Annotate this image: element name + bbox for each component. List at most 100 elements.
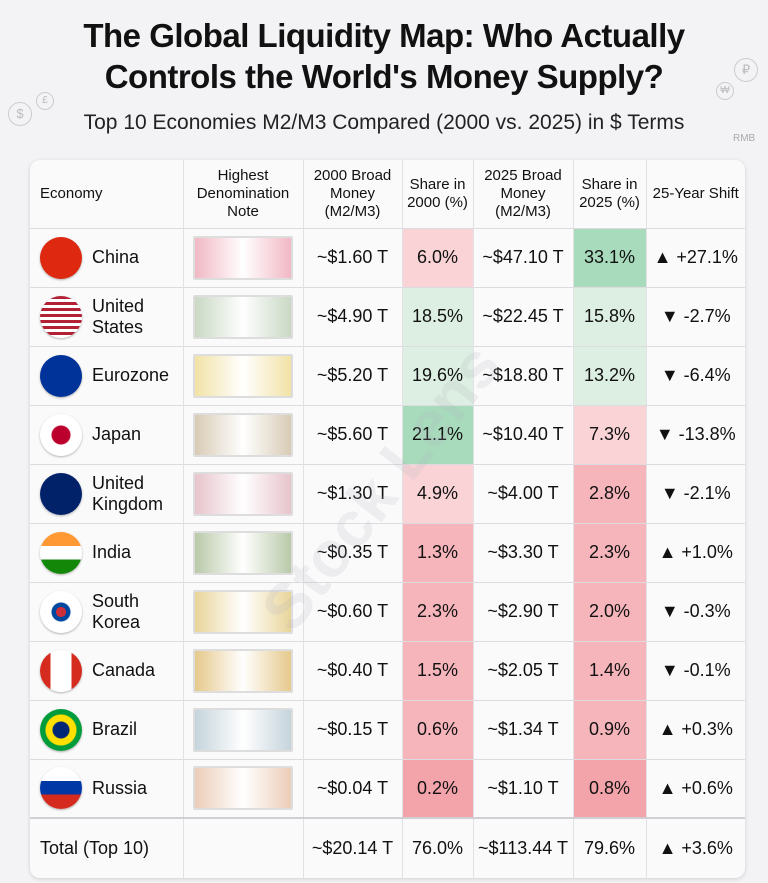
share-2000: 1.3% [402,522,474,582]
economy-cell: Eurozone [30,345,184,405]
money-2000: ~$0.04 T [303,758,403,818]
shift-value: ▼ -2.1% [646,463,745,523]
header-economy: Economy [30,160,184,228]
header-note: Highest Denomination Note [183,160,304,228]
rmb-label: RMB [733,133,756,144]
economy-name: South Korea [92,590,141,632]
total-label: Total (Top 10) [30,817,184,878]
header-2025-share: Share in 2025 (%) [573,160,647,228]
total-share-2025: 79.6% [573,817,647,878]
header-2000-money: 2000 Broad Money (M2/M3) [303,160,403,228]
money-2025: ~$22.45 T [473,286,574,346]
table-row: India ~$0.35 T 1.3% ~$3.30 T 2.3% ▲ +1.0… [30,522,745,582]
economy-cell: United Kingdom [30,463,184,523]
economy-cell: United States [30,286,184,346]
banknote-image [193,589,293,634]
money-2025: ~$18.80 T [473,345,574,405]
economy-name: United Kingdom [92,472,164,514]
shift-value: ▲ +0.3% [646,699,745,759]
share-2025: 2.3% [573,522,647,582]
share-2000: 0.6% [402,699,474,759]
economy-name: China [92,247,140,267]
table-row: United States ~$4.90 T 18.5% ~$22.45 T 1… [30,286,745,346]
dollar-coin-icon: $ [8,102,32,126]
header-row: Economy Highest Denomination Note 2000 B… [30,160,745,228]
money-2025: ~$3.30 T [473,522,574,582]
flag-icon [40,708,82,751]
share-2000: 18.5% [402,286,474,346]
money-2000: ~$1.30 T [303,463,403,523]
economy-cell: Japan [30,404,184,464]
share-2000: 19.6% [402,345,474,405]
ruble-coin-icon: ₽ [734,58,758,82]
note-cell [183,758,304,818]
banknote-image [193,707,293,752]
banknote-image [193,412,293,457]
share-2025: 2.8% [573,463,647,523]
header-shift: 25-Year Shift [652,184,739,202]
money-2025: ~$2.90 T [473,581,574,641]
flag-icon [40,649,82,692]
header-2025-money: 2025 Broad Money (M2/M3) [473,160,574,228]
flag-icon [40,590,82,633]
share-2025: 0.9% [573,699,647,759]
share-2025: 15.8% [573,286,647,346]
money-2025: ~$1.10 T [473,758,574,818]
banknote-image [193,294,293,339]
money-2025: ~$47.10 T [473,227,574,287]
money-2025: ~$1.34 T [473,699,574,759]
flag-icon [40,767,82,810]
flag-icon [40,354,82,397]
won-coin-icon: ₩ [716,82,734,100]
share-2025: 13.2% [573,345,647,405]
note-cell [183,345,304,405]
shift-value: ▼ -6.4% [646,345,745,405]
note-cell [183,699,304,759]
share-2000: 6.0% [402,227,474,287]
money-2025: ~$10.40 T [473,404,574,464]
note-cell [183,522,304,582]
flag-icon [40,472,82,515]
shift-value: ▼ -2.7% [646,286,745,346]
economy-name: Canada [92,660,156,680]
total-shift: ▲ +3.6% [646,817,745,878]
economy-cell: Brazil [30,699,184,759]
share-2000: 1.5% [402,640,474,700]
money-2000: ~$0.15 T [303,699,403,759]
shift-value: ▲ +27.1% [646,227,745,287]
header-2000-share: Share in 2000 (%) [402,160,474,228]
share-2025: 7.3% [573,404,647,464]
note-cell [183,404,304,464]
money-2025: ~$2.05 T [473,640,574,700]
banknote-image [193,766,293,811]
economy-cell: Canada [30,640,184,700]
money-2000: ~$0.40 T [303,640,403,700]
economy-cell: Russia [30,758,184,818]
total-money-2025: ~$113.44 T [473,817,574,878]
share-2025: 1.4% [573,640,647,700]
shift-value: ▼ -13.8% [646,404,745,464]
banknote-image [193,353,293,398]
title-line-1: The Global Liquidity Map: Who Actually [83,17,685,54]
flag-icon [40,531,82,574]
share-2000: 0.2% [402,758,474,818]
money-2000: ~$5.60 T [303,404,403,464]
table-row: Russia ~$0.04 T 0.2% ~$1.10 T 0.8% ▲ +0.… [30,758,745,818]
subtitle: Top 10 Economies M2/M3 Compared (2000 vs… [83,111,685,134]
note-cell [183,286,304,346]
total-share-2000: 76.0% [402,817,474,878]
note-cell [183,817,304,878]
economy-cell: China [30,227,184,287]
total-money-2000: ~$20.14 T [303,817,403,878]
table-row: Japan ~$5.60 T 21.1% ~$10.40 T 7.3% ▼ -1… [30,404,745,464]
money-2025: ~$4.00 T [473,463,574,523]
share-2000: 21.1% [402,404,474,464]
economy-name: Russia [92,777,148,798]
table-row: Eurozone ~$5.20 T 19.6% ~$18.80 T 13.2% … [30,345,745,405]
economy-name: Brazil [92,719,138,739]
economy-name: India [92,542,132,562]
table-row: South Korea ~$0.60 T 2.3% ~$2.90 T 2.0% … [30,581,745,641]
shift-value: ▼ -0.3% [646,581,745,641]
liquidity-table: Economy Highest Denomination Note 2000 B… [30,160,745,878]
money-2000: ~$0.35 T [303,522,403,582]
